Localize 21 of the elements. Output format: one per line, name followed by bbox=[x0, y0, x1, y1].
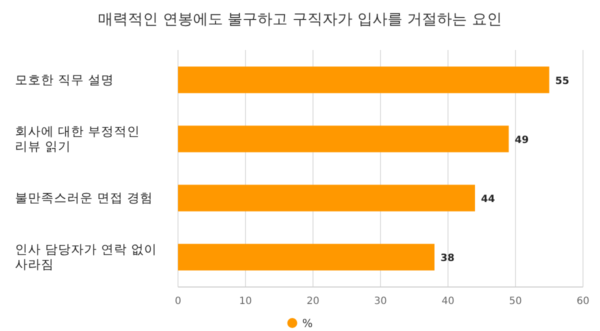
y-tick-label: 불만족스러운 면접 경험 bbox=[15, 190, 153, 206]
x-tick-label: 10 bbox=[239, 296, 252, 308]
x-tick-label: 60 bbox=[576, 296, 590, 308]
bar bbox=[178, 66, 550, 94]
bar bbox=[178, 126, 509, 152]
x-tick-label: 20 bbox=[306, 296, 320, 308]
data-label: 38 bbox=[440, 253, 454, 264]
data-label: 55 bbox=[555, 76, 570, 87]
legend-label: % bbox=[302, 317, 313, 330]
x-tick-label: 50 bbox=[509, 296, 522, 308]
y-tick-label: 모호한 직무 설명 bbox=[15, 72, 114, 87]
x-tick-label: 30 bbox=[374, 296, 387, 308]
x-tick-label: 0 bbox=[174, 296, 182, 308]
x-tick-label: 40 bbox=[442, 296, 454, 308]
y-tick-label: 회사에 대한 부정적인 리뷰 읽기 bbox=[15, 123, 140, 154]
bar bbox=[178, 244, 434, 270]
data-label: 49 bbox=[514, 134, 529, 146]
chart-title: 매력적인 연봉에도 불구하고 구직자가 입사를 거절하는 요인 bbox=[98, 10, 502, 28]
data-label: 44 bbox=[481, 194, 495, 206]
bar bbox=[178, 184, 475, 212]
y-tick-label: 인사 담당자가 연락 없이 사라짐 bbox=[15, 242, 157, 272]
